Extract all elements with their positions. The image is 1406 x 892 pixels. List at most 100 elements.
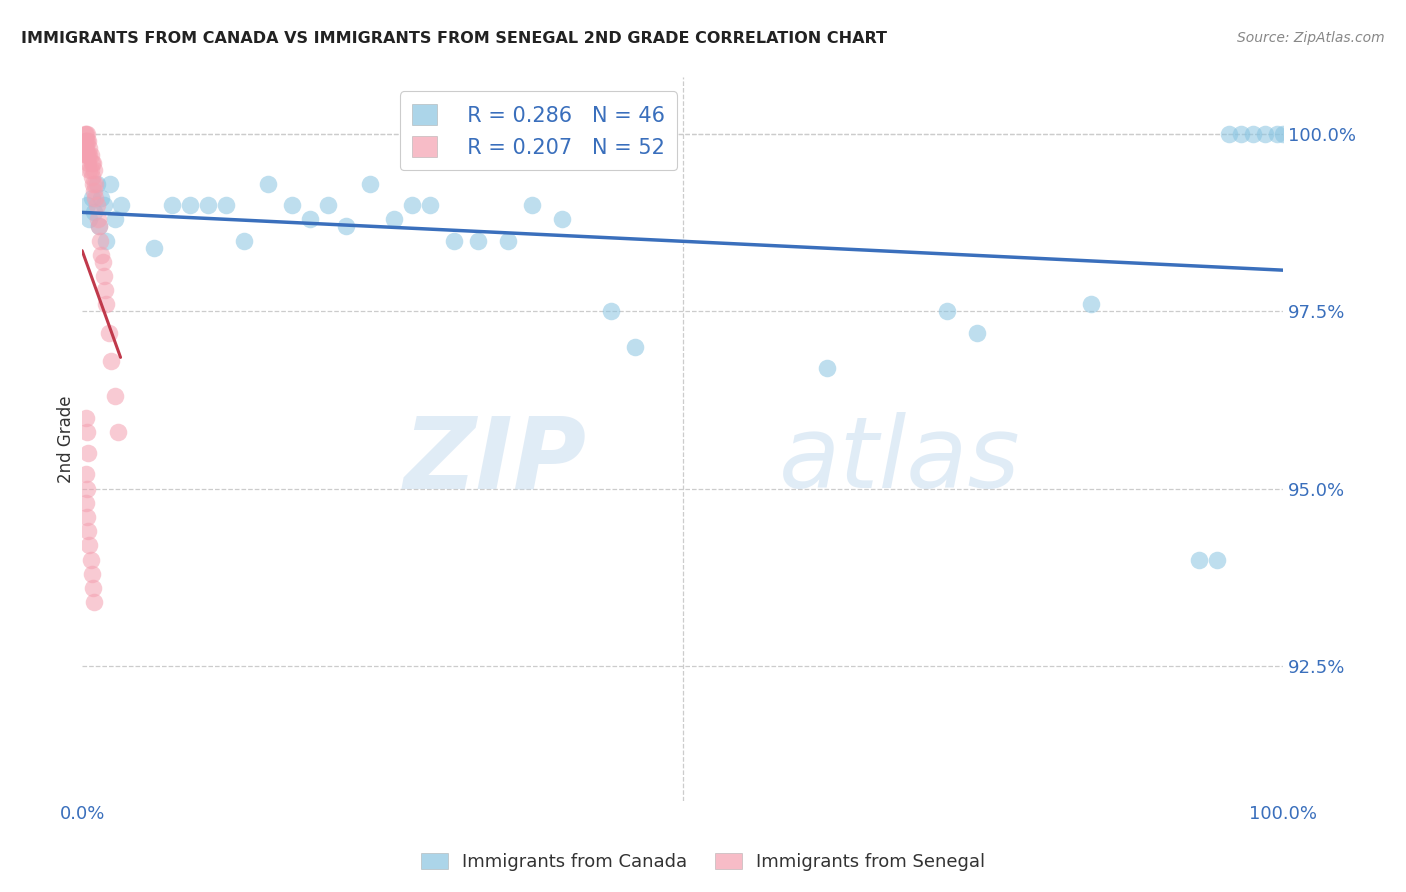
Text: atlas: atlas bbox=[779, 412, 1021, 509]
Y-axis label: 2nd Grade: 2nd Grade bbox=[58, 395, 75, 483]
Point bbox=[197, 198, 219, 212]
Point bbox=[1265, 127, 1288, 141]
Point bbox=[73, 127, 96, 141]
Point bbox=[1254, 127, 1277, 141]
Point bbox=[86, 198, 108, 212]
Point bbox=[75, 467, 97, 482]
Point bbox=[75, 148, 97, 162]
Point bbox=[73, 134, 96, 148]
Point bbox=[75, 496, 97, 510]
Point bbox=[281, 198, 304, 212]
Point bbox=[77, 446, 100, 460]
Point bbox=[87, 219, 110, 234]
Point bbox=[82, 581, 104, 595]
Point bbox=[76, 134, 98, 148]
Point bbox=[79, 212, 101, 227]
Point bbox=[76, 148, 98, 162]
Point bbox=[80, 191, 103, 205]
Point bbox=[143, 241, 166, 255]
Point bbox=[623, 340, 645, 354]
Point bbox=[83, 184, 105, 198]
Point bbox=[359, 177, 381, 191]
Point bbox=[87, 219, 110, 234]
Point bbox=[103, 212, 125, 227]
Point bbox=[1080, 297, 1102, 311]
Legend:   R = 0.286   N = 46,   R = 0.207   N = 52: R = 0.286 N = 46, R = 0.207 N = 52 bbox=[399, 92, 678, 170]
Point bbox=[75, 410, 97, 425]
Point bbox=[75, 127, 97, 141]
Point bbox=[94, 234, 117, 248]
Point bbox=[97, 326, 120, 340]
Point bbox=[318, 198, 340, 212]
Text: Source: ZipAtlas.com: Source: ZipAtlas.com bbox=[1237, 31, 1385, 45]
Point bbox=[76, 127, 98, 141]
Point bbox=[103, 389, 125, 403]
Point bbox=[75, 134, 97, 148]
Point bbox=[76, 482, 98, 496]
Point bbox=[443, 234, 465, 248]
Point bbox=[94, 297, 117, 311]
Point bbox=[467, 234, 489, 248]
Text: ZIP: ZIP bbox=[404, 412, 586, 509]
Point bbox=[498, 234, 520, 248]
Point bbox=[233, 234, 256, 248]
Point bbox=[98, 177, 121, 191]
Point bbox=[79, 148, 101, 162]
Text: IMMIGRANTS FROM CANADA VS IMMIGRANTS FROM SENEGAL 2ND GRADE CORRELATION CHART: IMMIGRANTS FROM CANADA VS IMMIGRANTS FRO… bbox=[21, 31, 887, 46]
Point bbox=[599, 304, 621, 318]
Point bbox=[83, 205, 105, 219]
Point bbox=[1241, 127, 1264, 141]
Point bbox=[84, 191, 107, 205]
Point bbox=[935, 304, 957, 318]
Point bbox=[77, 155, 100, 169]
Point bbox=[419, 198, 441, 212]
Point bbox=[94, 283, 117, 297]
Point bbox=[79, 552, 101, 566]
Point bbox=[83, 162, 105, 177]
Point bbox=[966, 326, 988, 340]
Point bbox=[382, 212, 405, 227]
Point bbox=[1230, 127, 1253, 141]
Legend: Immigrants from Canada, Immigrants from Senegal: Immigrants from Canada, Immigrants from … bbox=[413, 846, 993, 879]
Point bbox=[160, 198, 183, 212]
Point bbox=[77, 524, 100, 539]
Point bbox=[1206, 552, 1229, 566]
Point bbox=[80, 169, 103, 184]
Point bbox=[93, 198, 115, 212]
Point bbox=[86, 177, 108, 191]
Point bbox=[77, 134, 100, 148]
Point bbox=[91, 254, 114, 268]
Point bbox=[77, 148, 100, 162]
Point bbox=[90, 191, 112, 205]
Point bbox=[257, 177, 280, 191]
Point bbox=[79, 538, 101, 552]
Point bbox=[299, 212, 322, 227]
Point bbox=[82, 177, 104, 191]
Point bbox=[80, 155, 103, 169]
Point bbox=[79, 162, 101, 177]
Point bbox=[335, 219, 357, 234]
Point bbox=[90, 248, 112, 262]
Point bbox=[100, 354, 122, 368]
Point bbox=[110, 198, 132, 212]
Point bbox=[1218, 127, 1240, 141]
Point bbox=[89, 234, 111, 248]
Point bbox=[80, 566, 103, 581]
Point bbox=[401, 198, 423, 212]
Point bbox=[76, 425, 98, 439]
Point bbox=[75, 141, 97, 155]
Point bbox=[1272, 127, 1295, 141]
Point bbox=[79, 162, 101, 177]
Point bbox=[83, 595, 105, 609]
Point bbox=[84, 177, 107, 191]
Point bbox=[73, 141, 96, 155]
Point bbox=[76, 198, 98, 212]
Point bbox=[522, 198, 544, 212]
Point bbox=[76, 510, 98, 524]
Point bbox=[87, 212, 110, 227]
Point bbox=[79, 141, 101, 155]
Point bbox=[179, 198, 201, 212]
Point bbox=[93, 268, 115, 283]
Point bbox=[79, 148, 101, 162]
Point bbox=[82, 155, 104, 169]
